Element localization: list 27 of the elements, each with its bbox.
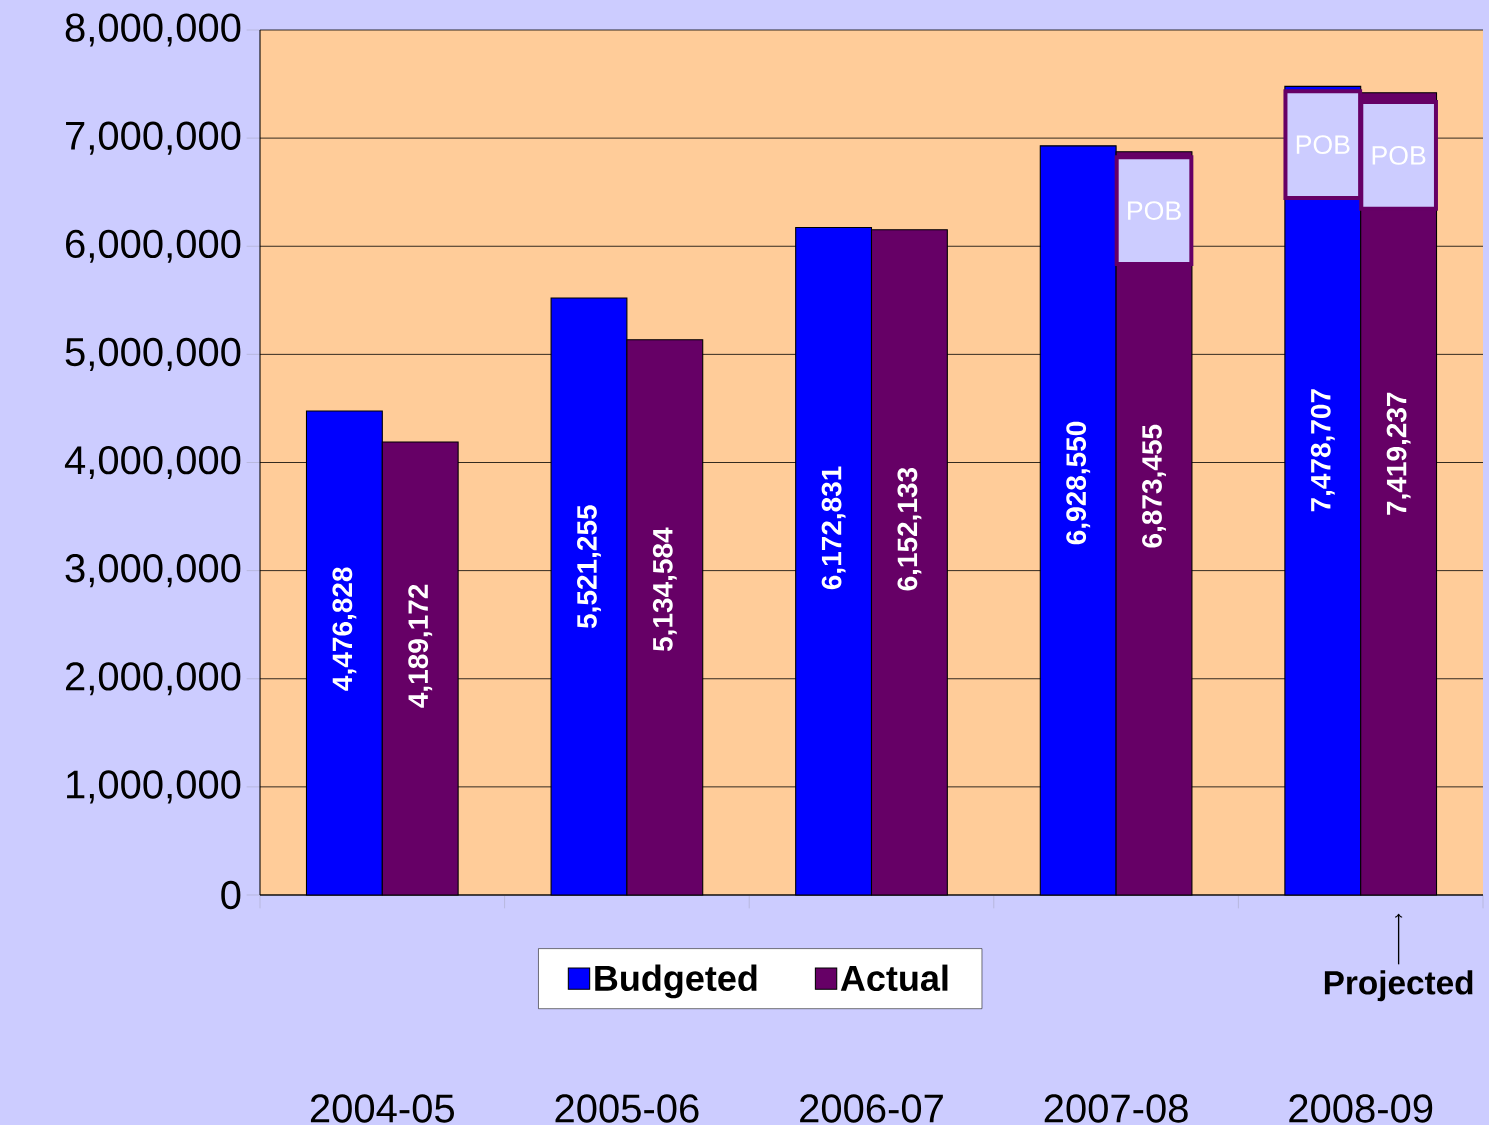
x-tick-label: 2005-06	[555, 1094, 699, 1123]
x-tick-label: 2008-09	[1289, 1094, 1433, 1123]
y-tick-label: 0	[221, 880, 241, 910]
y-tick-label: 7,000,000	[66, 121, 241, 155]
y-tick-label: 6,000,000	[66, 229, 241, 263]
data-label: 7,478,707	[1310, 389, 1335, 512]
y-tick-label: 2,000,000	[66, 662, 241, 696]
data-label: 5,521,255	[577, 505, 601, 629]
y-tick-label: 5,000,000	[65, 337, 241, 371]
y-tick-label: 3,000,000	[65, 554, 241, 588]
data-label: 6,172,831	[821, 466, 846, 590]
legend-label: Budgeted	[595, 964, 757, 999]
data-label: 6,152,133	[897, 467, 922, 591]
data-label: 4,189,172	[408, 584, 433, 708]
text: Projected	[1324, 970, 1473, 1002]
data-label: 4,476,828	[332, 567, 357, 691]
y-tick-label: 8,000,000	[65, 13, 241, 47]
legend-label: Actual	[840, 964, 948, 991]
y-tick-label: 4,000,000	[64, 445, 241, 479]
x-tick-label: 2004-05	[310, 1094, 454, 1123]
x-tick-label: 2006-07	[800, 1094, 943, 1123]
x-tick-label: 2007-08	[1044, 1094, 1188, 1123]
data-label: 6,928,550	[1066, 421, 1091, 545]
y-tick-label: 1,000,000	[67, 770, 241, 804]
data-label: 6,873,455	[1142, 424, 1166, 548]
data-label: 7,419,237	[1386, 392, 1411, 515]
data-label: 5,134,584	[652, 527, 677, 652]
